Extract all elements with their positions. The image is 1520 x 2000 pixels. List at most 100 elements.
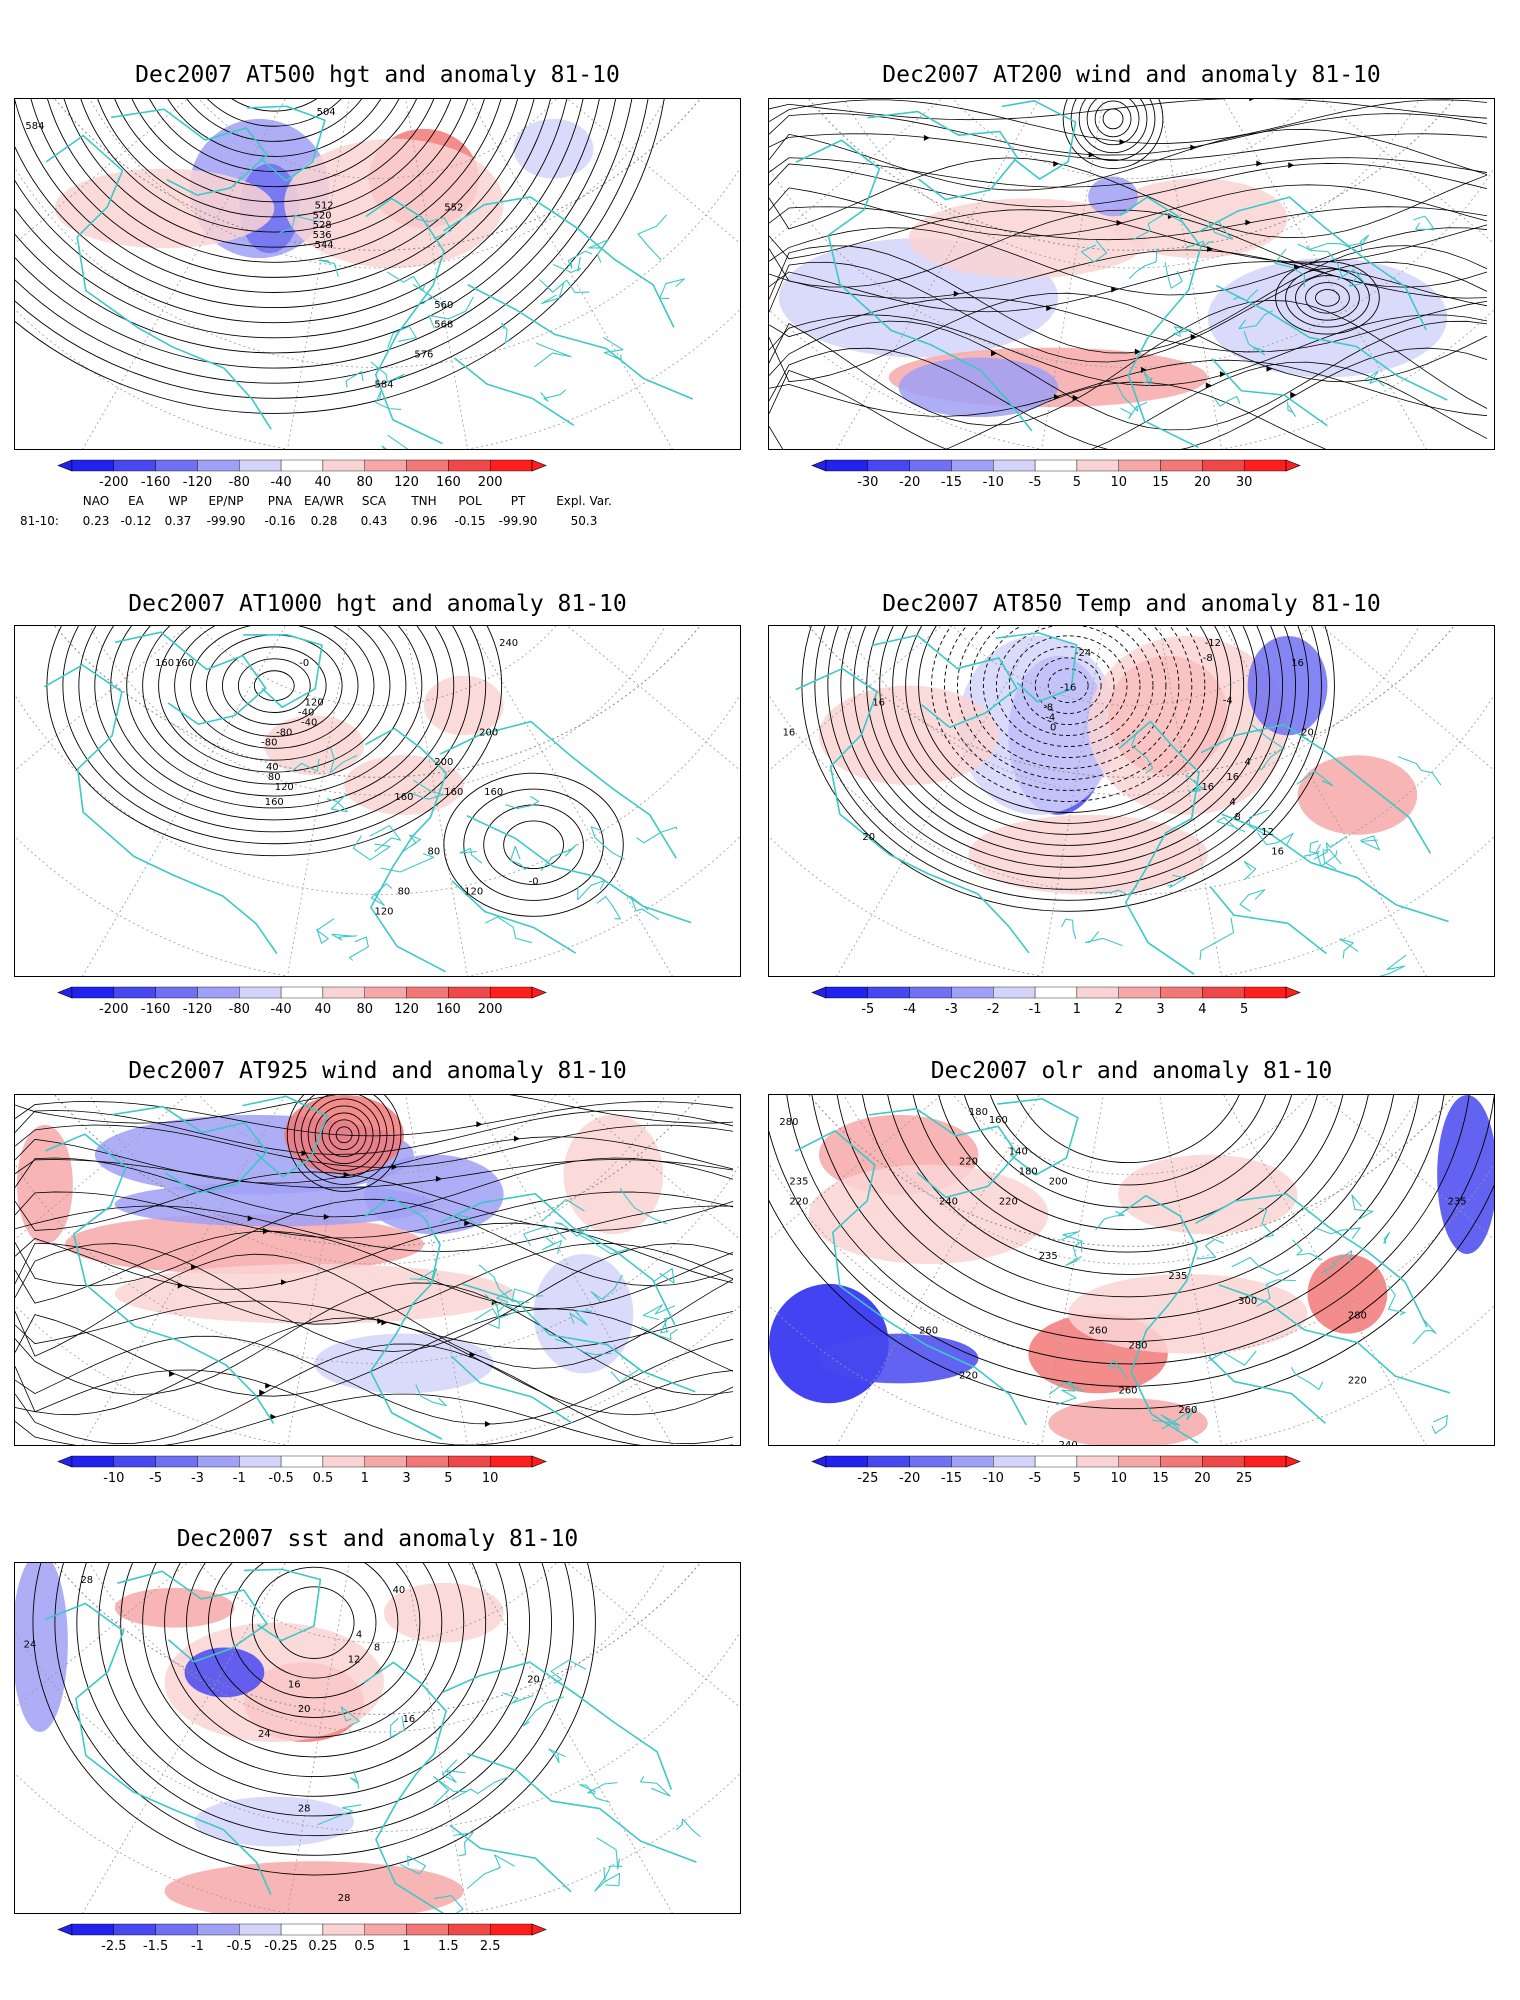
streamline [769,361,1488,449]
country-border [1322,848,1342,870]
streamlines [15,1095,734,1445]
contour-label: 120 [464,886,483,897]
colorbar-tick-label: 0.5 [313,1471,334,1486]
colorbar-tick-label: 0.25 [308,1939,337,1954]
colorbar-segment [1160,459,1203,472]
streamline-arrow [1219,371,1226,378]
colorbar-tick-label: 5 [444,1471,452,1486]
streamline [15,1157,734,1218]
country-border [639,1775,671,1797]
country-border [1133,212,1183,241]
country-border [1363,370,1385,387]
coastline-segment [439,1192,676,1326]
country-border [660,1317,669,1334]
colorbar-segment [1160,986,1203,999]
streamline [15,1159,734,1189]
anomaly-positive [1297,755,1418,835]
country-border [642,1304,676,1321]
country-border [1060,1231,1083,1253]
contour-label: 16 [1291,658,1304,669]
contour-label: -8 [1043,703,1053,714]
colorbar-segment [322,1923,365,1936]
contour-label: 16 [1226,772,1239,783]
country-border [637,214,668,261]
colorbar-tick-label: -10 [983,475,1004,490]
country-border [1431,1414,1448,1435]
contour-label: 220 [959,1157,978,1168]
contour-label: -0 [299,658,309,669]
anomaly-positive [1048,1398,1208,1445]
colorbar-tick-label: 2.5 [480,1939,501,1954]
hemisphere-edge [808,99,1455,251]
colorbar-tick-label: -10 [103,1471,124,1486]
colorbar-arrow-right [531,986,547,999]
contour-label: 12 [348,1654,361,1665]
colorbar-segment [113,1455,156,1468]
streamline-arrow [391,1163,398,1170]
coastline-segment [1198,196,1427,331]
contour-label: 520 [313,210,332,221]
streamline-arrow [177,1282,184,1289]
contour-label: 80 [428,847,441,858]
map-area [14,1094,741,1446]
streamline-arrow [1111,286,1118,293]
hemisphere-edge [54,626,701,778]
coastline-segment [795,139,1033,432]
coastline-segment [467,1752,697,1863]
colorbar-segment [1076,986,1119,999]
country-border [409,779,445,800]
streamline-arrow [476,1121,483,1128]
colorbar-tick-label: 4 [1198,1002,1206,1017]
country-border [1306,242,1358,252]
contour-label: 0 [1050,722,1056,733]
country-border [290,758,320,773]
contour-label: -40 [298,708,314,719]
coastline-segment [449,1824,572,1893]
colorbar-tick-label: -15 [941,1471,962,1486]
coastline-segment [242,1095,329,1178]
streamline-arrow [1249,99,1254,102]
vortex-lines [1062,99,1164,170]
anomaly-positive [114,1587,235,1628]
teleconnection-header: EA [128,494,145,508]
country-border [540,389,567,402]
streamline-arrow [1053,160,1060,167]
colorbar-segment [867,986,910,999]
country-border [1199,917,1235,961]
coastline-segment [44,1602,272,1895]
country-border [1413,215,1436,231]
streamline [769,249,1488,299]
coastlines [794,1098,1451,1444]
coastline-segment [1117,1194,1199,1444]
colorbar-segment [322,986,365,999]
colorbar-segment [909,459,952,472]
country-border [1231,1256,1290,1276]
anomaly-negative [898,357,1059,418]
contour-label: 240 [939,1196,958,1207]
streamline-arrow [469,1351,476,1358]
contour-label: 40 [266,762,279,773]
country-border [1313,1226,1361,1239]
country-border [590,826,625,860]
coastline-segment [1218,1284,1451,1394]
country-border [501,322,512,344]
country-border [1061,918,1077,940]
streamline-arrow [1053,394,1060,401]
sst-contours [32,1563,596,1876]
colorbar-arrow-left [57,459,73,472]
colorbar-segment [364,1923,407,1936]
contour-label: 512 [315,200,334,211]
coastline-segment [1118,720,1200,975]
country-border [1131,731,1154,774]
streamlines [769,99,1488,449]
coastline-segment [1119,196,1202,449]
colorbar-segment [406,459,449,472]
streamline [15,1171,734,1231]
colorbar-tick-label: -15 [941,475,962,490]
streamline [769,245,1488,354]
contour-label: 240 [499,638,518,649]
colorbar-segment [113,459,156,472]
contour-label: -40 [301,717,317,728]
country-border [412,284,447,308]
country-border [1378,954,1407,976]
